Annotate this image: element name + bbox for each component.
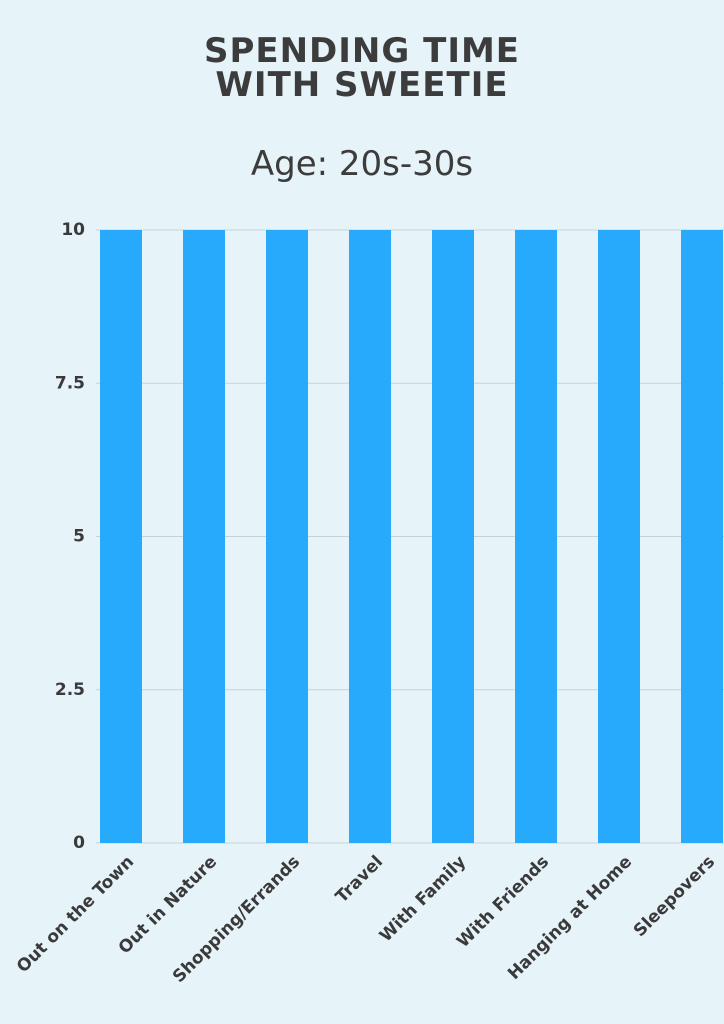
bar: [681, 230, 723, 843]
bar: [598, 230, 640, 843]
bar: [183, 230, 225, 843]
x-tick-label: Travel: [332, 852, 387, 907]
y-tick-label: 0: [73, 833, 85, 853]
bar: [349, 230, 391, 843]
y-tick-label: 2.5: [55, 680, 85, 700]
chart-title: SPENDING TIME WITH SWEETIE: [203, 31, 521, 105]
x-tick-label: Sleepovers: [630, 852, 719, 941]
chart-subtitle: Age: 20s-30s: [250, 144, 474, 184]
bar: [266, 230, 308, 843]
y-tick-label: 7.5: [55, 373, 85, 393]
bar: [515, 230, 557, 843]
bar: [100, 230, 142, 843]
bar: [432, 230, 474, 843]
x-tick-label: With Family: [376, 852, 470, 946]
y-tick-label: 10: [61, 220, 85, 240]
x-tick-label: Out on the Town: [13, 852, 138, 977]
y-tick-label: 5: [73, 527, 85, 547]
